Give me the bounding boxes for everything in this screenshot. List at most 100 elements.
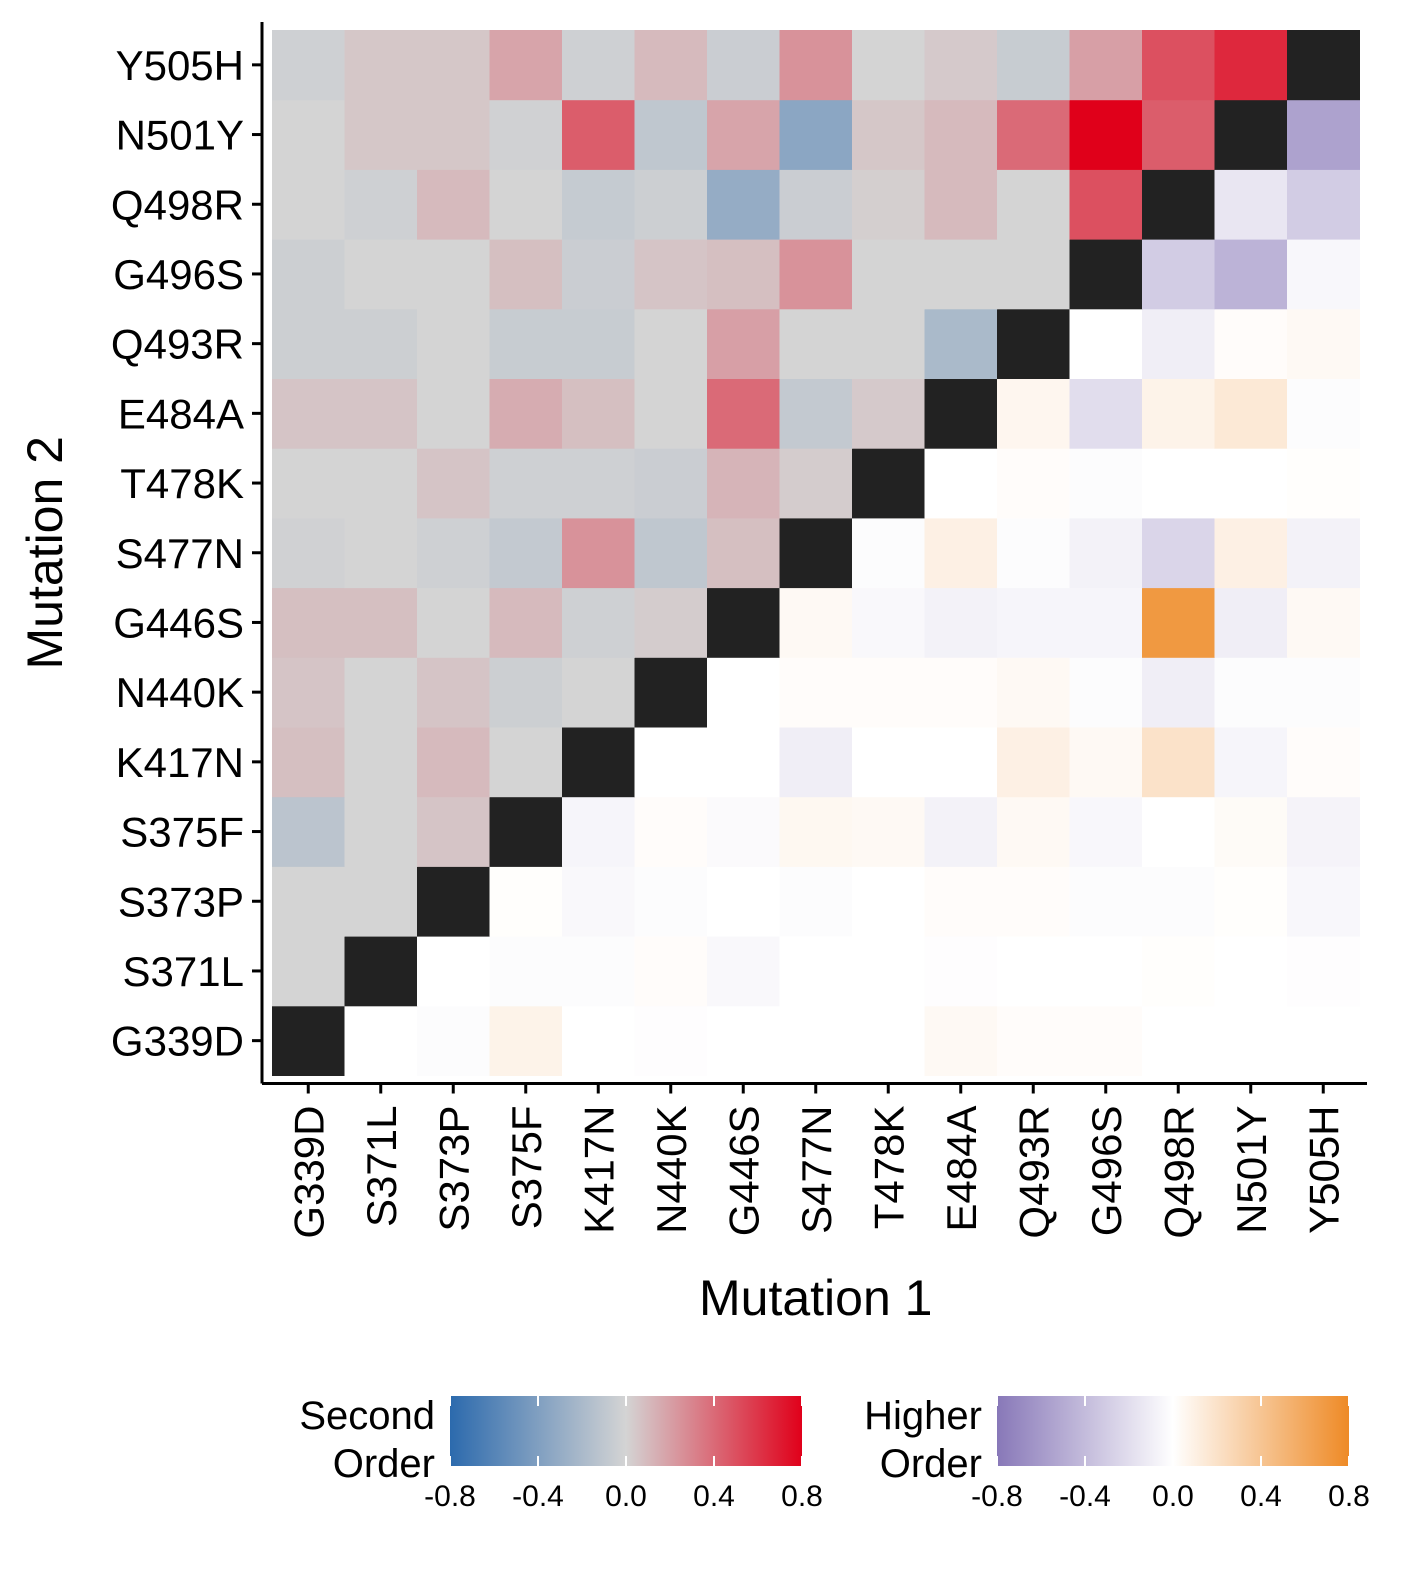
legend-colorbar — [997, 1396, 1349, 1466]
higher-order-cell-N501Y-K417N — [1214, 727, 1288, 798]
legend-tick-label: -0.4 — [1059, 1480, 1111, 1513]
legend-title-line: Higher — [864, 1394, 982, 1438]
x-tick-label-E484A: E484A — [938, 1106, 985, 1232]
second-order-cell-G446S-E484A — [707, 378, 780, 449]
y-tick-label-S371L: S371L — [123, 948, 244, 995]
x-tick-label-N501Y: N501Y — [1228, 1106, 1275, 1234]
second-order-cell-S375F-Q493R — [489, 308, 563, 379]
higher-order-cell-N440K-G339D — [634, 1005, 708, 1076]
higher-order-cell-N501Y-Q498R — [1214, 169, 1288, 240]
diagonal-cell-S371L-S371L — [344, 936, 418, 1007]
higher-order-cell-K417N-S373P — [562, 866, 635, 937]
higher-order-cell-S477N-S371L — [779, 936, 853, 1007]
second-order-cell-G496S-N501Y — [1069, 99, 1143, 170]
second-order-cell-S371L-S375F — [344, 796, 418, 867]
higher-order-cell-G496S-S477N — [1069, 517, 1143, 589]
higher-order-cell-Q498R-K417N — [1142, 727, 1215, 798]
x-tick-label-S371L: S371L — [358, 1106, 405, 1227]
higher-order-cell-G446S-S371L — [707, 936, 780, 1007]
second-order-cell-G339D-Q498R — [272, 169, 345, 240]
legend-tick-label: -0.4 — [512, 1480, 564, 1513]
higher-order-cell-Y505H-G446S — [1287, 587, 1360, 658]
second-order-cell-G446S-Q493R — [707, 308, 780, 379]
higher-order-cell-G446S-G339D — [707, 1005, 780, 1076]
higher-order-cell-G496S-G446S — [1069, 587, 1143, 658]
higher-order-cell-Q498R-T478K — [1142, 448, 1215, 519]
second-order-cell-T478K-G496S — [852, 239, 925, 310]
second-order-cell-G339D-Y505H — [272, 30, 345, 101]
second-order-cell-S375F-K417N — [489, 727, 563, 798]
second-order-cell-S375F-G446S — [489, 587, 563, 658]
higher-order-cell-N501Y-Q493R — [1214, 308, 1288, 379]
second-order-cell-N440K-G496S — [634, 239, 708, 310]
second-order-cell-T478K-Y505H — [852, 30, 925, 101]
higher-order-cell-Y505H-G339D — [1287, 1005, 1360, 1076]
y-tick-label-N440K: N440K — [116, 669, 244, 716]
higher-order-cell-Y505H-E484A — [1287, 378, 1360, 449]
second-order-cell-E484A-N501Y — [924, 99, 998, 170]
y-tick-label-Y505H: Y505H — [116, 42, 244, 89]
second-order-cell-K417N-S477N — [562, 517, 635, 589]
second-order-cell-S375F-N501Y — [489, 99, 563, 170]
higher-order-cell-Y505H-S373P — [1287, 866, 1360, 937]
higher-order-cell-Y505H-S371L — [1287, 936, 1360, 1007]
higher-order-cell-E484A-S373P — [924, 866, 998, 937]
higher-order-cell-N501Y-S375F — [1214, 796, 1288, 867]
x-tick-label-K417N: K417N — [575, 1106, 622, 1234]
diagonal-cell-Q498R-Q498R — [1142, 169, 1215, 240]
second-order-cell-S371L-Y505H — [344, 30, 418, 101]
higher-order-cell-G496S-E484A — [1069, 378, 1143, 449]
second-order-cell-T478K-E484A — [852, 378, 925, 449]
higher-order-cell-Q498R-S373P — [1142, 866, 1215, 937]
second-order-cell-G446S-Y505H — [707, 30, 780, 101]
diagonal-cell-N501Y-N501Y — [1214, 99, 1288, 170]
second-order-cell-G339D-S371L — [272, 936, 345, 1007]
second-order-cell-G339D-Q493R — [272, 308, 345, 379]
higher-order-cell-Y505H-S477N — [1287, 517, 1360, 589]
second-order-cell-S373P-Y505H — [417, 30, 490, 101]
higher-order-cell-Q493R-K417N — [997, 727, 1070, 798]
higher-order-cell-N501Y-S373P — [1214, 866, 1288, 937]
higher-order-cell-E484A-G339D — [924, 1005, 998, 1076]
higher-order-cell-Q498R-G446S — [1142, 587, 1215, 658]
second-order-cell-G446S-Q498R — [707, 169, 780, 240]
x-tick-label-G496S: G496S — [1083, 1106, 1130, 1237]
second-order-cell-S373P-G496S — [417, 239, 490, 310]
legend-tick-label: 0.8 — [781, 1480, 823, 1513]
y-tick-label-G446S: G446S — [113, 599, 244, 646]
second-order-cell-S477N-Q498R — [779, 169, 853, 240]
second-order-cell-G339D-G496S — [272, 239, 345, 310]
second-order-cell-S371L-G496S — [344, 239, 418, 310]
second-order-cell-S371L-N501Y — [344, 99, 418, 170]
x-tick-label-Q493R: Q493R — [1010, 1106, 1057, 1239]
second-order-cell-G446S-S477N — [707, 517, 780, 589]
second-order-cell-Q498R-Y505H — [1142, 30, 1215, 101]
second-order-cell-S371L-S477N — [344, 517, 418, 589]
second-order-cell-G339D-N501Y — [272, 99, 345, 170]
higher-order-cell-T478K-G446S — [852, 587, 925, 658]
legend-tick-label: 0.4 — [693, 1480, 735, 1513]
higher-order-cell-Q493R-E484A — [997, 378, 1070, 449]
diagonal-cell-N440K-N440K — [634, 657, 708, 728]
second-order-cell-S375F-S477N — [489, 517, 563, 589]
higher-order-cell-Y505H-S375F — [1287, 796, 1360, 867]
higher-order-cell-G446S-S375F — [707, 796, 780, 867]
higher-order-cell-E484A-T478K — [924, 448, 998, 519]
higher-order-cell-E484A-S477N — [924, 517, 998, 589]
second-order-cell-S373P-N440K — [417, 657, 490, 728]
higher-order-cell-Q493R-G446S — [997, 587, 1070, 658]
y-tick-label-S375F: S375F — [120, 809, 244, 856]
second-order-cell-N440K-Q498R — [634, 169, 708, 240]
second-order-cell-S371L-S373P — [344, 866, 418, 937]
y-tick-label-G496S: G496S — [113, 251, 244, 298]
second-order-cell-S373P-S375F — [417, 796, 490, 867]
higher-order-cell-Q498R-S477N — [1142, 517, 1215, 589]
second-order-cell-S373P-Q493R — [417, 308, 490, 379]
higher-order-cell-T478K-S371L — [852, 936, 925, 1007]
diagonal-cell-Q493R-Q493R — [997, 308, 1070, 379]
x-tick-label-G446S: G446S — [720, 1106, 767, 1237]
higher-order-cell-N501Y-G446S — [1214, 587, 1288, 658]
y-tick-label-S477N: S477N — [116, 530, 244, 577]
